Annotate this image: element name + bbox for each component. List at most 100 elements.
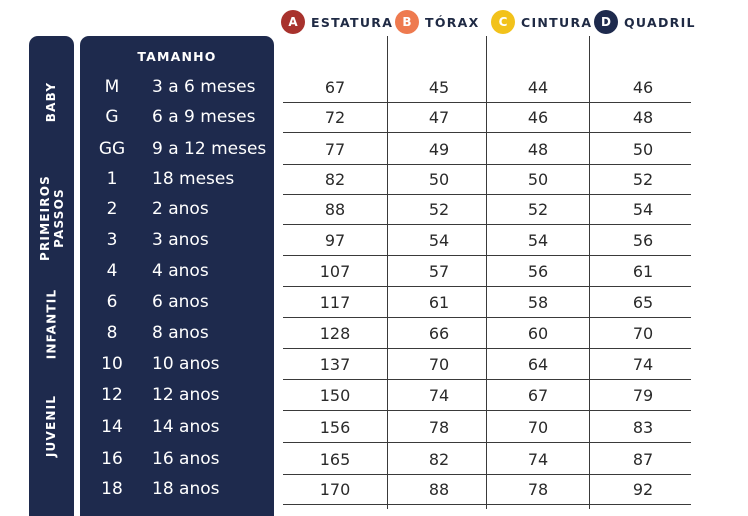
category-primeiros-passos: PRIMEIROS PASSOS <box>29 154 74 282</box>
size-row: 1 18 meses <box>80 164 274 194</box>
cell-estatura: 77 <box>324 140 346 159</box>
size-code: M <box>104 77 120 97</box>
legend-label-estatura: ESTATURA <box>311 14 394 30</box>
cell-torax: 57 <box>428 262 450 281</box>
size-row: 12 12 anos <box>80 380 274 410</box>
cell-cintura: 54 <box>527 231 549 250</box>
cell-torax: 82 <box>428 450 450 469</box>
cell-cintura: 56 <box>527 262 549 281</box>
size-row: 3 3 anos <box>80 225 274 255</box>
cell-estatura: 107 <box>319 262 351 281</box>
row-divider <box>283 132 691 133</box>
cell-estatura: 88 <box>324 200 346 219</box>
cell-torax: 78 <box>428 418 450 437</box>
row-divider <box>283 504 691 505</box>
size-code: 12 <box>101 385 123 405</box>
cell-quadril: 74 <box>632 355 654 374</box>
row-divider <box>283 164 691 165</box>
size-row: 8 8 anos <box>80 318 274 348</box>
size-row: 6 6 anos <box>80 287 274 317</box>
legend-label-torax: TÓRAX <box>425 14 480 30</box>
size-age: 16 anos <box>152 449 220 469</box>
size-age: 14 anos <box>152 417 220 437</box>
cell-estatura: 117 <box>319 293 351 312</box>
row-divider <box>283 379 691 380</box>
size-age: 6 anos <box>152 292 209 312</box>
size-row: 2 2 anos <box>80 194 274 224</box>
cell-torax: 50 <box>428 170 450 189</box>
cell-torax: 66 <box>428 324 450 343</box>
category-label-text: PRIMEIROS PASSOS <box>38 175 66 261</box>
row-divider <box>283 474 691 475</box>
cell-torax: 88 <box>428 480 450 499</box>
size-code: G <box>105 107 119 127</box>
size-age: 8 anos <box>152 323 209 343</box>
cell-quadril: 79 <box>632 386 654 405</box>
cell-cintura: 70 <box>527 418 549 437</box>
size-age: 2 anos <box>152 199 209 219</box>
size-row: 10 10 anos <box>80 349 274 379</box>
measurement-table: 67 45 44 46 72 47 46 48 77 49 48 50 82 50 50 52 88 52 52 54… <box>283 36 691 509</box>
legend-label-quadril: QUADRIL <box>624 14 696 30</box>
cell-torax: 70 <box>428 355 450 374</box>
size-code: 18 <box>101 479 123 499</box>
size-code: 4 <box>106 261 118 281</box>
size-code: 6 <box>106 292 118 312</box>
cell-quadril: 65 <box>632 293 654 312</box>
category-label-line: PASSOS <box>51 188 66 248</box>
size-row: G 6 a 9 meses <box>80 102 274 132</box>
cell-quadril: 54 <box>632 200 654 219</box>
cell-torax: 49 <box>428 140 450 159</box>
cell-quadril: 46 <box>632 78 654 97</box>
cell-estatura: 97 <box>324 231 346 250</box>
cell-estatura: 170 <box>319 480 351 499</box>
category-baby: BABY <box>29 50 74 154</box>
category-juvenil: JUVENIL <box>29 366 74 486</box>
cell-quadril: 87 <box>632 450 654 469</box>
size-panel: TAMANHO M 3 a 6 meses G 6 a 9 meses GG 9 a 12… <box>80 36 274 516</box>
size-row: 16 16 anos <box>80 444 274 474</box>
category-infantil: INFANTIL <box>29 282 74 366</box>
cell-estatura: 67 <box>324 78 346 97</box>
legend-item-torax: B TÓRAX <box>395 8 480 36</box>
cell-quadril: 48 <box>632 108 654 127</box>
size-heading: TAMANHO <box>137 49 217 64</box>
size-age: 10 anos <box>152 354 220 374</box>
row-divider <box>283 224 691 225</box>
size-row: 4 4 anos <box>80 256 274 286</box>
size-code: GG <box>98 139 126 159</box>
cell-quadril: 92 <box>632 480 654 499</box>
cell-estatura: 137 <box>319 355 351 374</box>
row-divider <box>283 286 691 287</box>
row-divider <box>283 102 691 103</box>
legend-item-estatura: A ESTATURA <box>281 8 393 36</box>
cell-torax: 47 <box>428 108 450 127</box>
size-row: GG 9 a 12 meses <box>80 134 274 164</box>
cell-estatura: 128 <box>319 324 351 343</box>
cell-cintura: 64 <box>527 355 549 374</box>
cell-quadril: 70 <box>632 324 654 343</box>
column-divider <box>387 36 388 509</box>
cell-quadril: 52 <box>632 170 654 189</box>
category-label-infantil: INFANTIL <box>44 288 59 360</box>
column-divider <box>486 36 487 509</box>
cell-torax: 52 <box>428 200 450 219</box>
size-age: 6 a 9 meses <box>152 107 256 127</box>
cell-quadril: 61 <box>632 262 654 281</box>
row-divider <box>283 194 691 195</box>
cell-quadril: 56 <box>632 231 654 250</box>
cell-quadril: 83 <box>632 418 654 437</box>
cell-torax: 45 <box>428 78 450 97</box>
category-label-juvenil: JUVENIL <box>44 394 59 458</box>
size-code: 2 <box>106 199 118 219</box>
size-code: 16 <box>101 449 123 469</box>
cell-torax: 74 <box>428 386 450 405</box>
legend-item-cintura: C CINTURA <box>491 8 592 36</box>
size-age: 18 meses <box>152 169 235 189</box>
cell-quadril: 50 <box>632 140 654 159</box>
size-code: 10 <box>101 354 123 374</box>
size-age: 3 anos <box>152 230 209 250</box>
row-divider <box>283 317 691 318</box>
size-row: 14 14 anos <box>80 412 274 442</box>
